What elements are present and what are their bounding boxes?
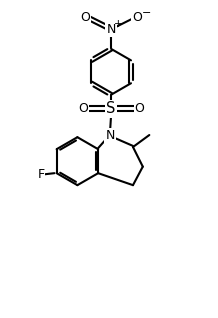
Text: N: N bbox=[106, 23, 116, 36]
Text: O: O bbox=[135, 102, 145, 115]
Text: O: O bbox=[132, 11, 142, 24]
Text: S: S bbox=[106, 101, 116, 116]
Text: O: O bbox=[78, 102, 88, 115]
Text: +: + bbox=[114, 19, 123, 29]
Text: −: − bbox=[142, 8, 151, 17]
Text: F: F bbox=[37, 168, 44, 181]
Text: N: N bbox=[105, 128, 115, 142]
Text: O: O bbox=[80, 11, 90, 24]
